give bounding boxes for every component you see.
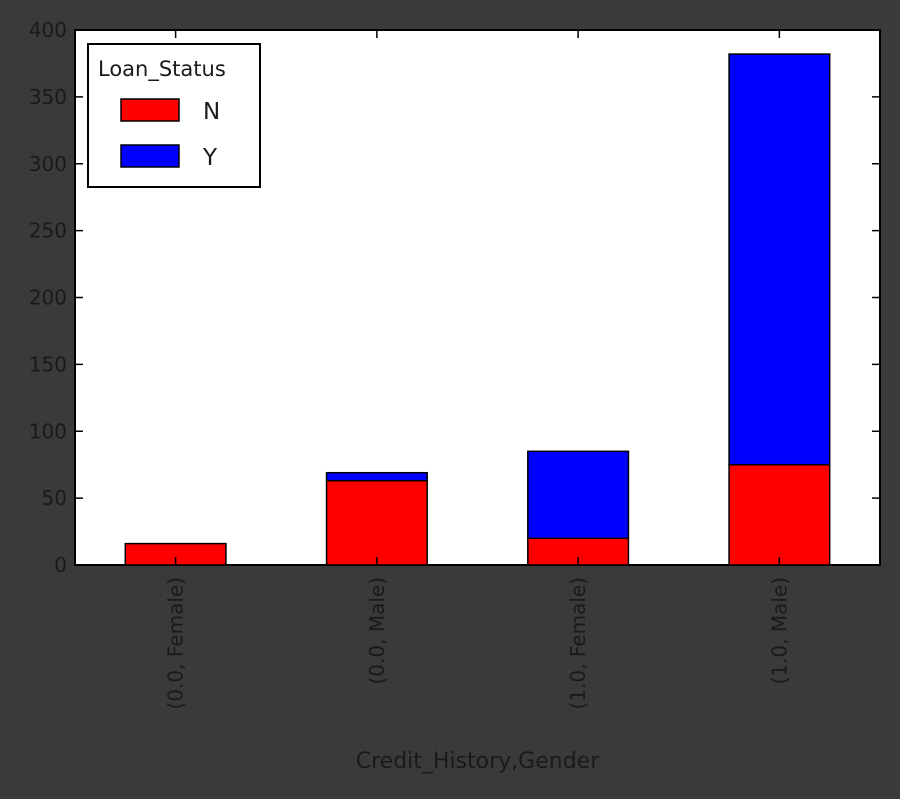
y-tick-label: 250 (29, 219, 67, 243)
y-axis: 0 50 100 150 200 250 300 350 400 (29, 18, 880, 577)
x-tick-label: (0.0, Female) (164, 577, 188, 709)
y-tick-label: 50 (42, 486, 67, 510)
legend: Loan_Status NY (87, 43, 261, 188)
legend-label-Y: Y (202, 145, 218, 171)
legend-swatch-N (120, 98, 180, 122)
y-tick-label: 300 (29, 152, 67, 176)
bar-Y-1 (325, 471, 428, 482)
legend-title: Loan_Status (98, 57, 226, 82)
bar-N-1 (325, 479, 428, 566)
y-tick-label: 0 (54, 553, 67, 577)
y-tick-label: 100 (29, 419, 67, 443)
bar-N-3 (728, 463, 831, 566)
y-tick-label: 350 (29, 85, 67, 109)
bar-Y-3 (728, 53, 831, 466)
y-tick-label: 200 (29, 286, 67, 310)
legend-swatch-Y (120, 144, 180, 168)
bar-Y-2 (527, 450, 630, 539)
y-tick-label: 150 (29, 352, 67, 376)
x-axis: (0.0, Female) (0.0, Male) (1.0, Female) (1.… (164, 30, 791, 709)
legend-label-N: N (203, 99, 220, 125)
bars-group (124, 53, 831, 566)
x-tick-label: (1.0, Female) (566, 577, 590, 709)
x-tick-label: (1.0, Male) (767, 577, 791, 685)
y-tick-label: 400 (29, 18, 67, 42)
x-axis-label: Credit_History,Gender (356, 749, 600, 774)
legend-items: NY (120, 98, 220, 171)
x-tick-label: (0.0, Male) (365, 577, 389, 685)
